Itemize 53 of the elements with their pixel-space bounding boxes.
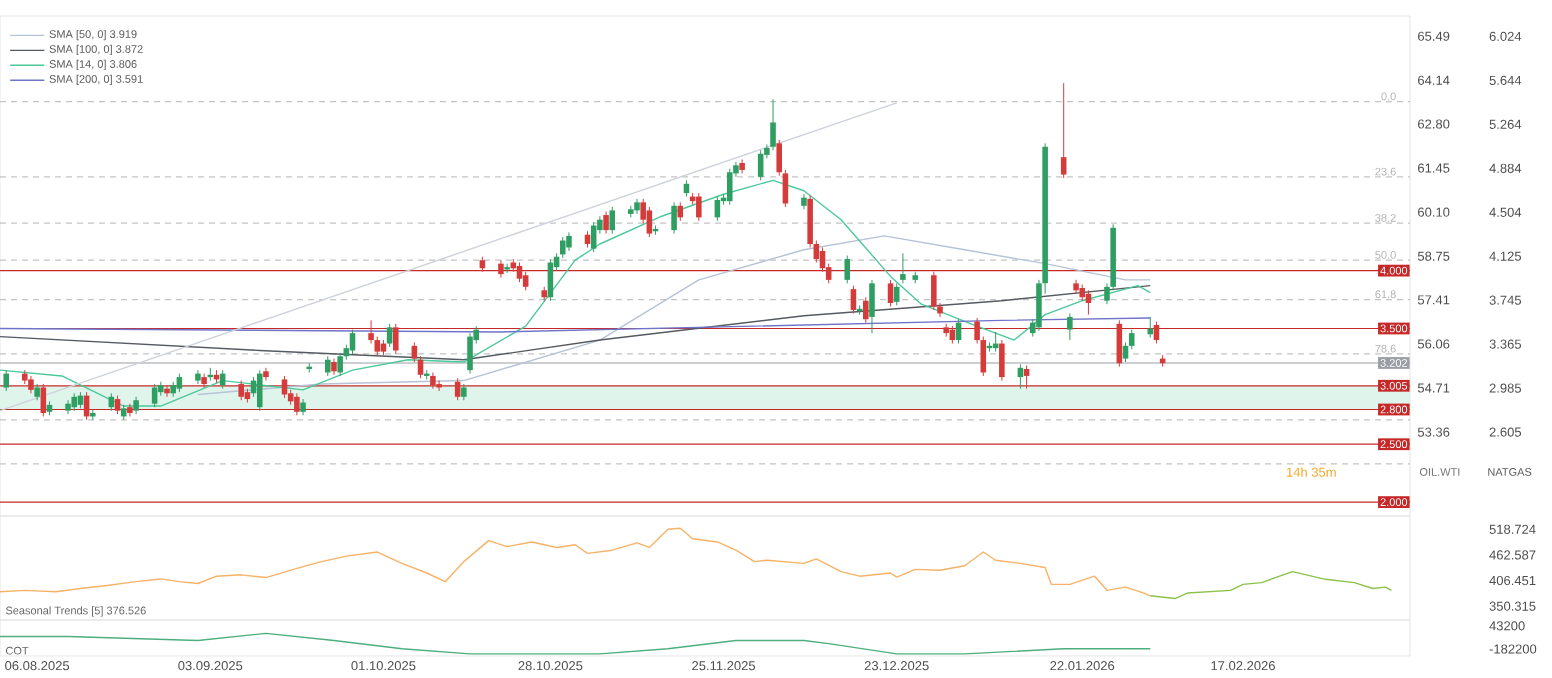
candlestick xyxy=(590,221,597,253)
candlestick xyxy=(900,252,906,284)
candlestick xyxy=(887,279,894,307)
candlestick xyxy=(522,271,529,291)
candlestick xyxy=(516,262,523,283)
candlestick xyxy=(696,192,702,222)
candlestick xyxy=(467,332,473,375)
candlestick xyxy=(646,206,653,238)
line-series xyxy=(0,284,1151,361)
candlestick xyxy=(294,392,300,416)
candlestick xyxy=(634,198,640,215)
candlestick xyxy=(436,380,442,392)
candlestick xyxy=(677,201,684,222)
candlestick xyxy=(325,355,331,377)
candlestick xyxy=(114,395,121,415)
candlestick xyxy=(863,296,869,324)
line-series xyxy=(0,179,1151,407)
line-series xyxy=(0,527,1151,597)
candlestick xyxy=(850,285,857,314)
candlestick xyxy=(770,98,776,151)
candlestick xyxy=(386,323,393,348)
candlestick xyxy=(127,403,133,417)
candlestick xyxy=(1147,316,1154,339)
candlestick xyxy=(263,367,269,382)
candlestick xyxy=(801,193,807,210)
candlestick xyxy=(176,373,183,393)
candlestick xyxy=(164,384,170,398)
candlestick xyxy=(393,323,399,355)
candlestick xyxy=(1060,82,1067,179)
candlestick xyxy=(3,369,9,392)
candlestick xyxy=(498,259,504,279)
candlestick xyxy=(609,206,616,235)
candlestick xyxy=(238,380,244,401)
candlestick xyxy=(1023,365,1030,390)
candlestick xyxy=(726,168,733,206)
candlestick xyxy=(603,211,609,235)
candlestick xyxy=(337,352,343,377)
candlestick xyxy=(869,279,875,334)
candlestick xyxy=(195,369,201,385)
candlestick xyxy=(844,255,851,284)
candlestick xyxy=(65,399,71,415)
line-series xyxy=(197,235,1151,396)
candlestick xyxy=(671,201,677,235)
line-series xyxy=(1149,570,1393,600)
candlestick xyxy=(201,373,207,389)
candlestick xyxy=(1073,279,1079,295)
candlestick xyxy=(999,339,1005,382)
candlestick xyxy=(566,231,572,252)
candlestick xyxy=(931,271,937,311)
line-series xyxy=(0,317,1151,333)
candlestick xyxy=(256,369,263,412)
candlestick xyxy=(1067,312,1073,341)
candlestick xyxy=(430,371,436,390)
